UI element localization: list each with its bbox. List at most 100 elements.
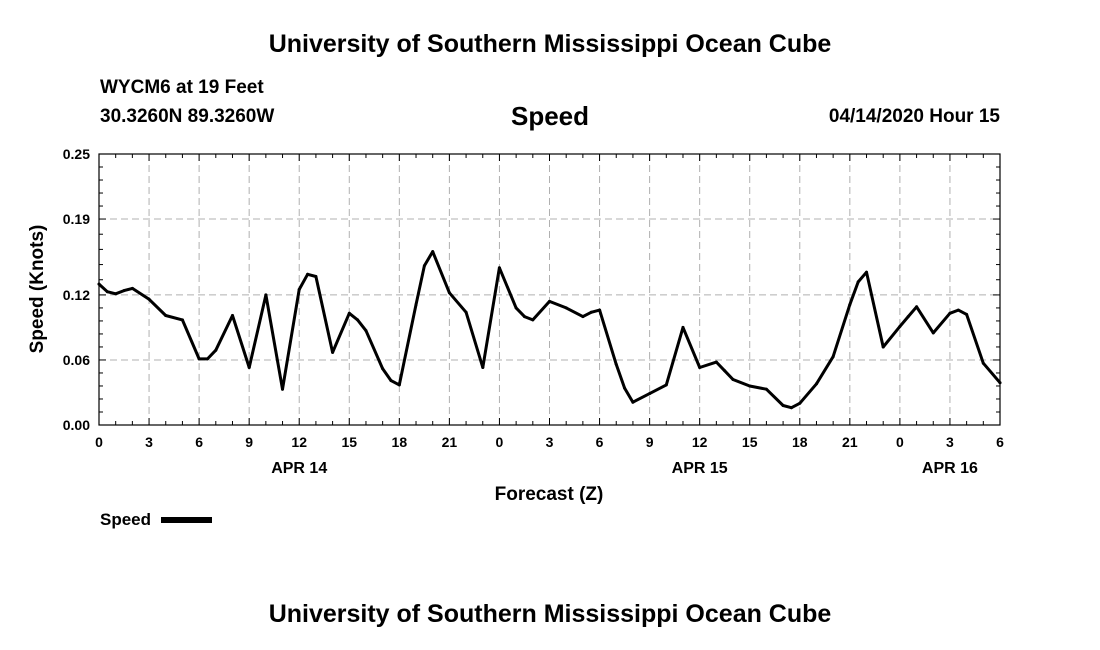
data-point <box>881 345 885 349</box>
x-tick-label: 3 <box>145 434 153 450</box>
footer-title: University of Southern Mississippi Ocean… <box>268 600 832 628</box>
x-tick-label: 15 <box>742 434 758 450</box>
x-tick-label: 0 <box>496 434 504 450</box>
data-point <box>381 367 385 371</box>
x-tick-label: 3 <box>546 434 554 450</box>
date-label: APR 14 <box>271 460 327 477</box>
y-tick-label: 0.12 <box>63 287 90 303</box>
data-point <box>681 325 685 329</box>
data-point <box>397 383 401 387</box>
data-point <box>314 275 318 278</box>
data-point <box>306 272 310 276</box>
data-point <box>714 360 718 364</box>
data-point <box>180 318 184 322</box>
y-tick-label: 0.25 <box>63 146 90 162</box>
y-tick-labels: 0.00 0.06 0.12 0.19 0.25 <box>63 146 90 433</box>
variable-title: Speed <box>510 101 590 131</box>
data-point <box>347 311 351 315</box>
data-point <box>197 357 201 361</box>
data-point <box>164 314 168 317</box>
x-tick-label: 0 <box>95 434 103 450</box>
data-point <box>831 355 835 359</box>
data-point <box>764 387 768 391</box>
data-point <box>447 291 451 295</box>
data-point <box>781 404 785 407</box>
data-point <box>206 357 209 361</box>
date-label: APR 15 <box>672 460 728 477</box>
data-point <box>789 406 793 410</box>
data-point <box>548 299 551 303</box>
data-point <box>531 318 535 322</box>
data-point <box>497 266 501 270</box>
data-point <box>664 383 668 387</box>
data-point <box>898 324 902 328</box>
page-title: University of Southern Mississippi Ocean… <box>268 30 832 58</box>
y-axis-label: Speed (Knots) <box>27 225 48 354</box>
data-point <box>97 282 101 286</box>
data-point <box>906 315 910 319</box>
data-point <box>231 314 234 317</box>
x-axis-label: Forecast (Z) <box>495 484 604 505</box>
data-point <box>731 378 735 381</box>
data-point <box>264 293 268 297</box>
data-point <box>414 303 418 307</box>
data-point <box>848 303 852 307</box>
data-point <box>564 306 568 310</box>
x-tick-label: 21 <box>442 434 458 450</box>
data-point <box>614 362 618 366</box>
x-tick-label: 12 <box>291 434 307 450</box>
legend-label: Speed <box>100 510 151 529</box>
x-tick-labels: 0 3 6 9 12 15 18 21 0 3 6 9 12 15 18 21 0 3 6 <box>95 434 1004 450</box>
data-point <box>798 401 802 405</box>
data-point <box>389 379 393 383</box>
data-point <box>105 290 109 294</box>
data-point <box>130 286 134 290</box>
data-point <box>589 310 593 314</box>
data-point <box>523 315 526 319</box>
data-point <box>481 366 485 369</box>
data-point <box>865 270 868 274</box>
station-label: WYCM6 at 19 Feet <box>100 77 264 98</box>
x-tick-label: 9 <box>646 434 654 450</box>
y-tick-label: 0.00 <box>63 417 90 433</box>
data-point <box>623 386 627 390</box>
data-point <box>998 381 1002 385</box>
series-group <box>97 250 1002 410</box>
data-point <box>965 312 969 316</box>
x-tick-label: 9 <box>245 434 253 450</box>
data-point <box>956 308 960 312</box>
plot-frame <box>98 153 1001 426</box>
datetime-label: 04/14/2020 Hour 15 <box>828 106 1000 127</box>
x-tick-label: 6 <box>996 434 1004 450</box>
y-tick-label: 0.19 <box>63 211 90 227</box>
date-labels: APR 14 APR 15 APR 16 <box>271 460 978 477</box>
x-tick-label: 15 <box>341 434 357 450</box>
data-point <box>297 288 301 291</box>
data-point <box>122 289 126 293</box>
data-point <box>364 329 368 333</box>
data-point <box>581 315 585 319</box>
data-point <box>915 305 919 309</box>
date-label: APR 16 <box>922 460 978 477</box>
x-tick-label: 6 <box>195 434 203 450</box>
data-point <box>723 369 727 373</box>
location-label: 30.3260N 89.3260W <box>100 106 275 127</box>
data-point <box>356 318 360 322</box>
x-tick-label: 18 <box>392 434 408 450</box>
data-point <box>598 308 602 312</box>
x-tick-label: 0 <box>896 434 904 450</box>
data-point <box>214 348 218 352</box>
data-point <box>631 400 635 404</box>
data-point <box>247 366 251 369</box>
x-tick-label: 12 <box>692 434 708 450</box>
data-point <box>431 250 435 254</box>
data-point <box>948 311 952 315</box>
y-tick-label: 0.06 <box>63 352 90 368</box>
data-point <box>981 361 985 365</box>
chart-grid <box>99 154 1000 425</box>
data-point <box>114 292 118 296</box>
data-point <box>281 387 284 391</box>
data-point <box>422 264 426 268</box>
series-line-speed <box>97 250 1002 410</box>
